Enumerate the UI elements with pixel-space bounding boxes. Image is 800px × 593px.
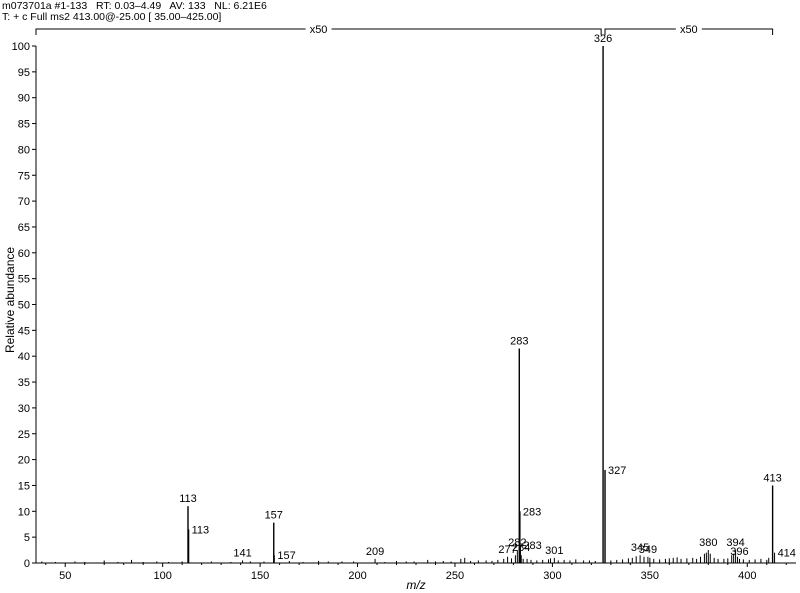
magnification-label: x50 (310, 24, 328, 36)
y-tick-label: 75 (18, 170, 30, 182)
peak-label: 157 (265, 510, 283, 522)
x-tick-label: 150 (251, 570, 269, 582)
peak-label: 327 (608, 465, 626, 477)
y-tick-label: 70 (18, 196, 30, 208)
peak-label: 277 (498, 544, 516, 556)
peak-label: 349 (639, 544, 657, 556)
y-tick-label: 5 (24, 532, 30, 544)
peak-label: 282 (508, 537, 526, 549)
peak-label: 283 (510, 335, 528, 347)
magnification-label-bg (305, 23, 332, 35)
peak-label: 301 (545, 545, 563, 557)
y-tick-label: 50 (18, 300, 30, 312)
peak-label: 113 (192, 524, 210, 536)
peak-label: 414 (778, 548, 796, 560)
peak-label: 396 (730, 546, 748, 558)
y-tick-label: 10 (18, 506, 30, 518)
y-tick-label: 55 (18, 274, 30, 286)
y-ticks: 0 5 10 15 20 25 30 35 40 45 50 55 60 65 70 75 80 85 90 95 10… (12, 41, 36, 570)
magnification-label-bg (675, 23, 702, 35)
y-tick-label: 60 (18, 248, 30, 260)
peak-label: 380 (699, 537, 717, 549)
plot-axes (35, 46, 796, 564)
y-tick-label: 15 (18, 480, 30, 492)
y-tick-label: 95 (18, 67, 30, 79)
y-axis-label: Relative abundance (3, 247, 17, 353)
x-tick-label: 200 (348, 570, 366, 582)
magnification-brackets: x50 x50 (35, 23, 774, 36)
y-tick-label: 25 (18, 429, 30, 441)
x-ticks: 50 100 150 200 250 300 350 400 (45, 563, 787, 582)
y-tick-label: 40 (18, 351, 30, 363)
minor-peaks (41, 552, 770, 563)
labeled-peaks (187, 46, 776, 563)
y-tick-label: 85 (18, 119, 30, 131)
peak-label: 209 (366, 546, 384, 558)
peak-label: 413 (763, 472, 781, 484)
y-tick-label: 65 (18, 222, 30, 234)
scan-header-line1: m073701a #1-133 RT: 0.03–4.49 AV: 133 NL… (2, 0, 267, 12)
x-tick-label: 100 (153, 570, 171, 582)
y-tick-label: 90 (18, 93, 30, 105)
peak-label: 141 (233, 547, 251, 559)
x-tick-label: 400 (738, 570, 756, 582)
peak-label: 157 (277, 550, 295, 562)
peak-label: 283 (523, 506, 541, 518)
peak-label: 345 (631, 542, 649, 554)
y-tick-label: 20 (18, 455, 30, 467)
magnification-label: x50 (680, 24, 698, 36)
y-tick-label: 80 (18, 144, 30, 156)
peak-label: 326 (594, 33, 612, 45)
peak-label: 113 (179, 493, 197, 505)
peak-label: 283 (523, 540, 541, 552)
x-axis-label: m/z (406, 578, 425, 592)
x-tick-label: 300 (543, 570, 561, 582)
y-tick-label: 30 (18, 403, 30, 415)
y-tick-label: 100 (12, 41, 30, 53)
y-tick-label: 0 (24, 558, 30, 570)
x-tick-label: 50 (59, 570, 71, 582)
y-tick-label: 35 (18, 377, 30, 389)
peak-label: 394 (726, 537, 744, 549)
x-tick-label: 250 (446, 570, 464, 582)
peak-label: 284 (512, 542, 530, 554)
scan-header-line2: T: + c Full ms2 413.00@-25.00 [ 35.00–42… (2, 11, 222, 23)
y-tick-label: 45 (18, 325, 30, 337)
x-tick-label: 350 (641, 570, 659, 582)
